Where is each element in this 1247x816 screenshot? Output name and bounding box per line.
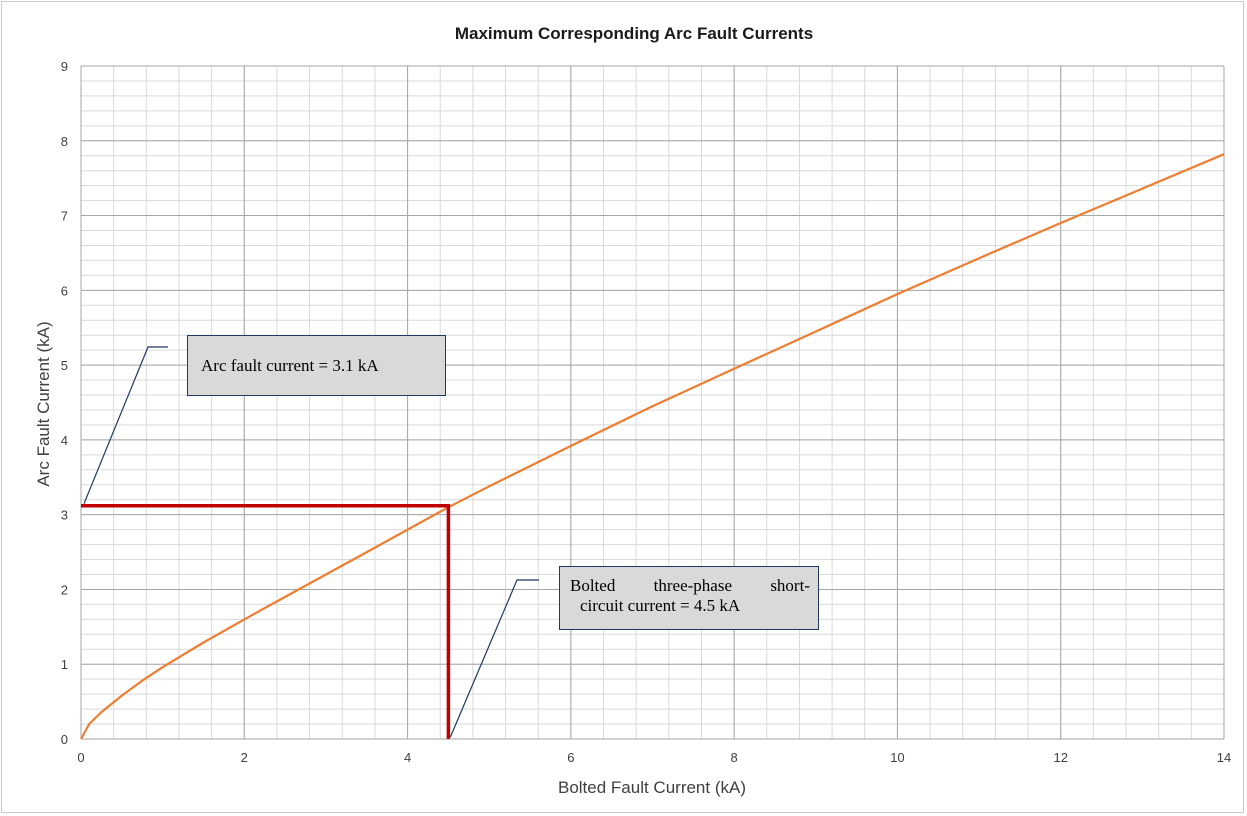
y-axis-title: Arc Fault Current (kA) (34, 321, 53, 486)
major-gridlines (80, 65, 1225, 740)
y-tick-label: 2 (61, 582, 68, 597)
y-tick-label: 1 (61, 657, 68, 672)
x-tick-label: 0 (77, 750, 84, 765)
y-tick-label: 7 (61, 209, 68, 224)
bolted-current-leader-line (449, 579, 539, 738)
x-tick-label: 12 (1053, 750, 1067, 765)
y-tick-label: 9 (61, 59, 68, 74)
y-tick-label: 5 (61, 358, 68, 373)
bolted-callout-word: three-phase (653, 576, 732, 595)
bolted-callout-line1: Bolted three-phase short- (570, 576, 810, 596)
chart-title: Maximum Corresponding Arc Fault Currents (455, 24, 813, 43)
arc-fault-callout-text: Arc fault current = 3.1 kA (201, 356, 379, 375)
y-tick-label: 8 (61, 134, 68, 149)
arc-fault-leader-line (83, 346, 168, 504)
x-axis-title: Bolted Fault Current (kA) (558, 778, 746, 797)
bolted-callout-word: short- (770, 576, 810, 595)
x-tick-label: 8 (731, 750, 738, 765)
arc-fault-callout: Arc fault current = 3.1 kA (187, 335, 446, 396)
reference-line (81, 503, 451, 739)
arc-fault-series-line (80, 153, 1225, 740)
reference-lines (81, 503, 451, 739)
y-tick-label: 6 (61, 283, 68, 298)
series-layer (80, 153, 1225, 740)
y-tick-label: 3 (61, 508, 68, 523)
bolted-callout-word: Bolted (570, 576, 616, 595)
x-tick-label: 6 (567, 750, 574, 765)
bolted-callout-line2: circuit current = 4.5 kA (580, 596, 741, 615)
x-tick-label: 4 (404, 750, 411, 765)
x-tick-label: 10 (890, 750, 904, 765)
y-tick-label: 0 (61, 732, 68, 747)
bolted-current-callout: Bolted three-phase short- circuit curren… (559, 566, 819, 630)
x-tick-label: 14 (1217, 750, 1231, 765)
callout-leaders (83, 346, 539, 738)
minor-gridlines (80, 65, 1225, 740)
y-tick-label: 4 (61, 433, 68, 448)
x-tick-label: 2 (241, 750, 248, 765)
